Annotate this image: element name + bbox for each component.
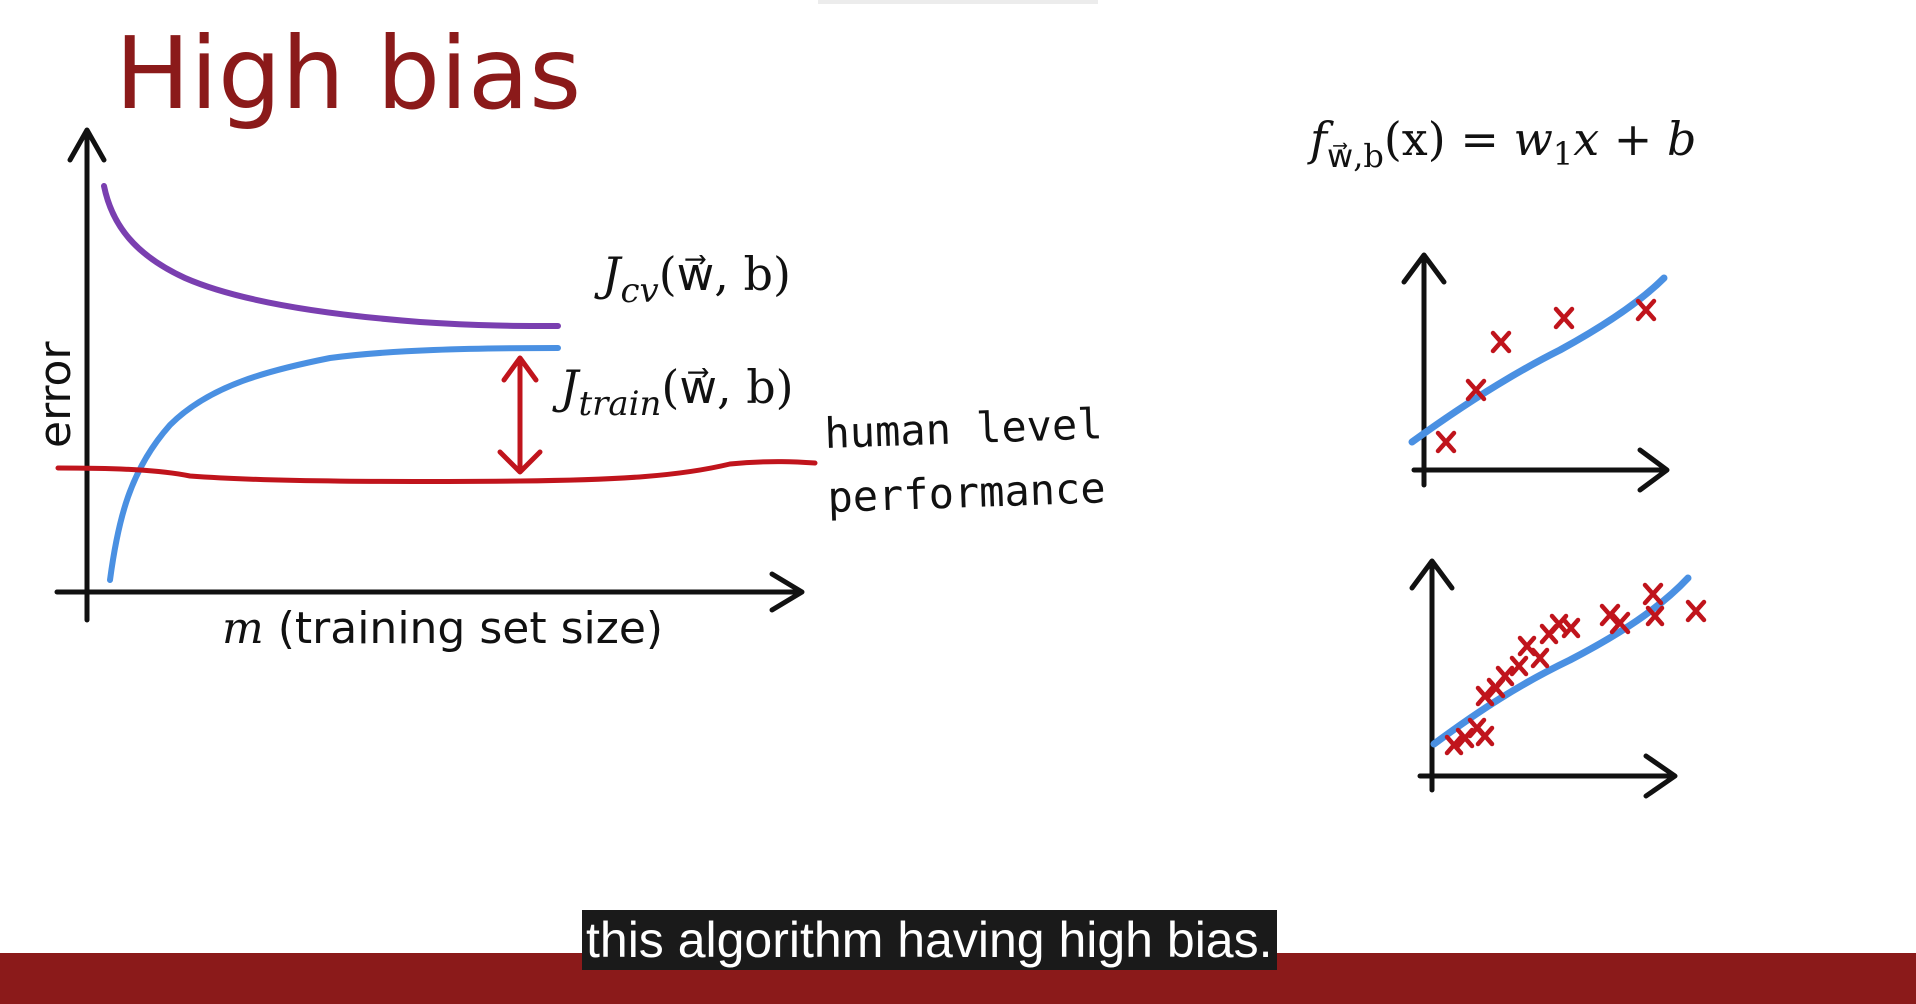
plot1-fit-line xyxy=(1408,274,1668,446)
plot2-point xyxy=(1685,599,1707,623)
fit-plot-large-data xyxy=(1409,558,1707,799)
plot2-x-arrowhead xyxy=(1643,753,1678,799)
video-subtitle: this algorithm having high bias. xyxy=(582,910,1277,970)
plot2-point xyxy=(1455,727,1475,749)
plot2-point xyxy=(1530,647,1550,669)
plot2-y-arrowhead xyxy=(1409,558,1455,591)
plot2-point xyxy=(1495,665,1515,687)
x-axis-label-var: m xyxy=(222,603,264,654)
gap-arrow-top-head xyxy=(501,355,539,383)
model-formula: fw⃗,b(x) = w1x + b xyxy=(1307,112,1696,175)
train-error-curve xyxy=(107,345,561,583)
plot2-point xyxy=(1444,734,1464,756)
human-level-label-line2: performance xyxy=(827,463,1107,522)
plot2-point xyxy=(1609,611,1631,635)
x-axis-label-rest: (training set size) xyxy=(278,603,663,654)
plot2-point xyxy=(1645,605,1665,627)
gap-arrow-bottom-head xyxy=(497,449,543,475)
cv-error-curve xyxy=(101,183,561,329)
plot2-point xyxy=(1475,685,1495,707)
plot1-y-arrowhead xyxy=(1401,252,1447,285)
plot2-point xyxy=(1561,617,1581,639)
y-axis-arrowhead xyxy=(67,127,107,163)
train-label: Jtrain(w⃗, b) xyxy=(552,360,794,424)
plot2-fit-line xyxy=(1430,574,1692,748)
plot1-point xyxy=(1553,306,1575,330)
plot1-point xyxy=(1635,298,1657,322)
plot1-point xyxy=(1490,330,1512,354)
top-tab-indicator xyxy=(818,0,1098,4)
plot1-point xyxy=(1465,378,1487,402)
fit-plot-small-data xyxy=(1401,252,1670,493)
cv-label: Jcv(w⃗, b) xyxy=(594,247,791,311)
plot1-point xyxy=(1435,430,1457,454)
x-axis-arrowhead xyxy=(769,571,805,613)
y-axis-label: error xyxy=(30,341,81,448)
slide-title: High bias xyxy=(115,15,581,132)
learning-curve-diagram: error m (training set size) Jcv(w⃗, b) Jt… xyxy=(30,127,1107,654)
plot2-point xyxy=(1509,655,1529,677)
plot2-point xyxy=(1642,582,1664,606)
x-axis-label: m (training set size) xyxy=(222,603,663,654)
human-level-line xyxy=(55,459,818,484)
plot2-points xyxy=(1444,582,1707,756)
plot1-x-arrowhead xyxy=(1637,447,1670,493)
plot2-point xyxy=(1475,725,1495,747)
human-level-label-line1: human level xyxy=(824,399,1104,458)
plot1-points xyxy=(1435,298,1657,454)
